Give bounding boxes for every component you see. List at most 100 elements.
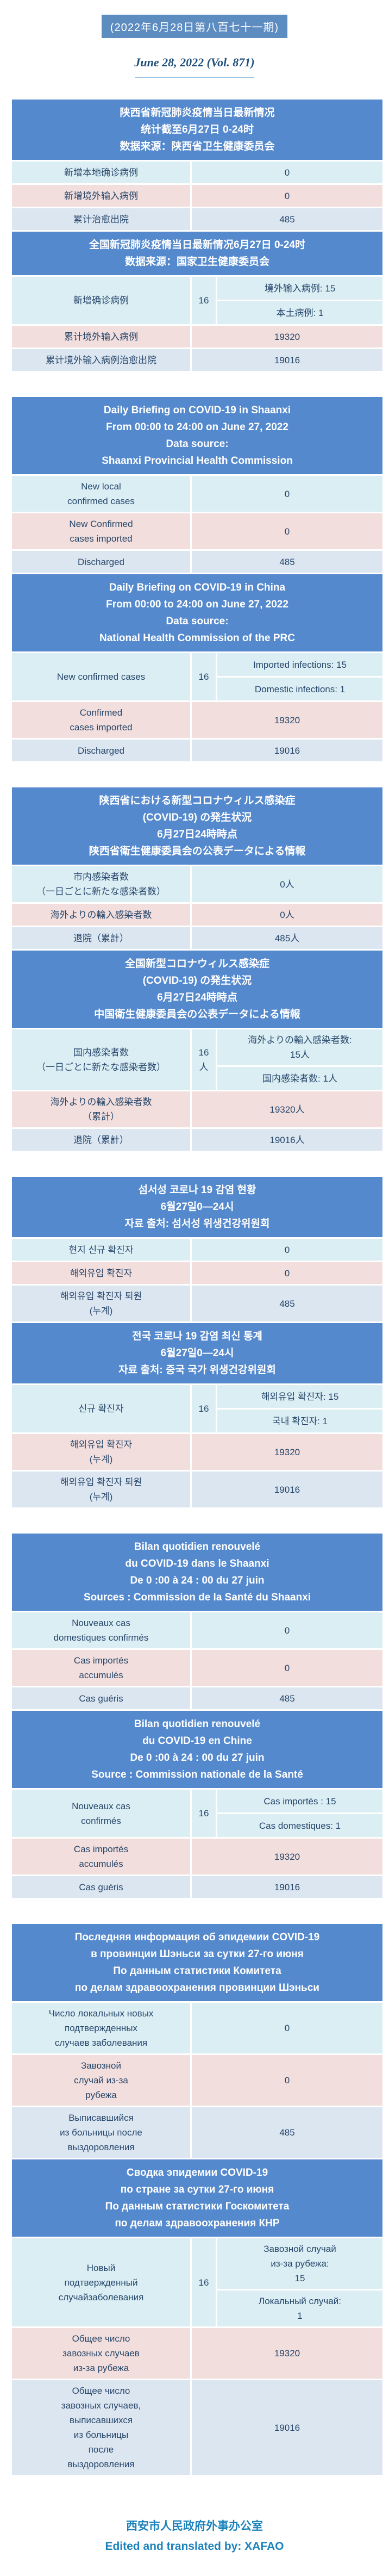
label-cell: Cas importés accumulés (12, 1839, 190, 1874)
total-cell: 16 (192, 277, 216, 324)
table-row: 新增确诊病例 16 境外输入病例: 15 本土病例: 1 (12, 277, 382, 324)
section-chinese: 陕西省新冠肺炎疫情当日最新情况 统计截至6月27日 0-24时数据来源：陕西省卫生… (12, 100, 382, 371)
table-header-line: по стране за сутки 27-го июня (120, 2184, 274, 2195)
value-cell: 485 (192, 208, 382, 230)
table-header-line: du COVID-19 en Chine (142, 1735, 252, 1747)
table-header-line: По данным статистики Комитета (113, 1965, 281, 1977)
table-header: Последняя информация об эпидемии COVID-1… (12, 1924, 382, 2001)
label-cell: Новый подтвержденный случайзаболевания (12, 2238, 190, 2326)
label-cell: New confirmed cases (12, 653, 190, 700)
label-cell: 市内感染者数 （一日ごとに新たな感染者数） (12, 866, 190, 902)
table-header-line: Sources : Commission de la Santé du Shaa… (83, 1592, 311, 1603)
table-row: Discharged 19016 (12, 740, 382, 761)
table-header: Bilan quotidien renouvelé du COVID-19 en … (12, 1711, 382, 1788)
value-cell: 19320 (192, 326, 382, 347)
value-cell: 0 (192, 185, 382, 207)
table-header-line: 전국 코로나 19 감염 최신 통계 (132, 1331, 262, 1342)
table-header-line: 陕西省新冠肺炎疫情当日最新情况 (120, 107, 275, 119)
table-row: Cas guéris 19016 (12, 1876, 382, 1898)
table-row: Confirmed cases imported 19320 (12, 702, 382, 738)
value-cell: 19016 (192, 1876, 382, 1898)
table-header-line: 数据来源：陕西省卫生健康委员会 (120, 141, 275, 152)
table-ru-national: Сводка эпидемии COVID-19 по стране за сут… (12, 2159, 382, 2475)
table-row: Выписавшийся из больницы после выздоровл… (12, 2107, 382, 2158)
label-cell: Общее число завозных случаев из-за рубеж… (12, 2328, 190, 2379)
table-header-line: Bilan quotidien renouvelé (134, 1541, 261, 1553)
label-cell: 新增境外输入病例 (12, 185, 190, 207)
value-cell: 485 (192, 551, 382, 573)
value-cell: 0 (192, 2003, 382, 2053)
value-cell: 485 (192, 1687, 382, 1709)
table-header-line: 陕西省衛生健康委員会の公表データによる情報 (89, 846, 306, 857)
sub-value-cell: 해외유입 확진자: 15 (217, 1385, 382, 1408)
label-cell: Discharged (12, 740, 190, 761)
table-header-line: Data source: (166, 616, 229, 627)
sub-value-cell: Локальный случай: 1 (217, 2291, 382, 2326)
table-header: Daily Briefing on COVID-19 in Shaanxi Fro… (12, 397, 382, 474)
label-cell: Cas guéris (12, 1876, 190, 1898)
table-row: 해외유입 확진자 (누계) 19320 (12, 1434, 382, 1470)
sub-value-cell: 国内感染者数: 1人 (217, 1067, 382, 1090)
footer-org: 西安市人民政府外事办公室 (126, 2520, 263, 2532)
table-fr-province: Bilan quotidien renouvelé du COVID-19 dan… (12, 1534, 382, 1709)
sub-value-cell: Cas importés : 15 (217, 1790, 382, 1812)
table-row: Новый подтвержденный случайзаболевания 16… (12, 2238, 382, 2326)
table-header-line: De 0 :00 à 24 : 00 du 27 juin (130, 1752, 265, 1764)
table-row: 新增本地确诊病例 0 (12, 162, 382, 183)
sub-column: 海外よりの輸入感染者数: 15人 国内感染者数: 1人 (217, 1029, 382, 1090)
table-row: Общее число завозных случаев из-за рубеж… (12, 2328, 382, 2379)
table-header-line: 6월27일0—24시 (160, 1201, 234, 1213)
label-cell: Завозной случай из-за рубежа (12, 2055, 190, 2106)
total-cell: 16 (192, 2238, 216, 2326)
table-header-line: по делам здравоохранения провинции Шэньс… (75, 1982, 319, 1994)
table-header-line: Shaanxi Provincial Health Commission (102, 455, 293, 467)
value-cell: 0 (192, 1612, 382, 1648)
issue-badge: (2022年6月28日第八百七十一期) (101, 15, 288, 38)
table-header-line: 섬서성 코로나 19 감염 현황 (138, 1184, 256, 1196)
table-header-line: По данным статистики Госкомитета (105, 2201, 290, 2212)
table-header: Сводка эпидемии COVID-19 по стране за сут… (12, 2159, 382, 2237)
value-cell: 0人 (192, 904, 382, 926)
table-row: Завозной случай из-за рубежа 0 (12, 2055, 382, 2106)
value-cell: 485人 (192, 927, 382, 949)
sub-value-cell: 境外输入病例: 15 (217, 277, 382, 300)
table-row: New confirmed cases 16 Imported infections… (12, 653, 382, 700)
section-french: Bilan quotidien renouvelé du COVID-19 dan… (12, 1534, 382, 1898)
table-row: 累计境外输入病例治愈出院 19016 (12, 349, 382, 371)
table-header-line: De 0 :00 à 24 : 00 du 27 juin (130, 1575, 265, 1586)
value-cell: 19320人 (192, 1091, 382, 1127)
table-row: 해외유입 확진자 퇴원 (누계) 485 (12, 1286, 382, 1321)
table-header-line: 자료 출처: 섬서성 위생건강위원회 (124, 1218, 270, 1230)
table-row: Cas importés accumulés 19320 (12, 1839, 382, 1874)
table-header-line: 6月27日24時時点 (157, 829, 237, 840)
section-japanese: 陕西省における新型コロナウィルス感染症 (COVID-19) の発生状況 6月27日… (12, 787, 382, 1151)
date-underline (135, 77, 254, 78)
sub-value-cell: 海外よりの輸入感染者数: 15人 (217, 1029, 382, 1065)
table-row: 退院（累計） 19016人 (12, 1129, 382, 1151)
label-cell: Cas importés accumulés (12, 1650, 190, 1686)
label-cell: 新增确诊病例 (12, 277, 190, 324)
table-header-line: по делам здравоохранения КНР (115, 2218, 280, 2229)
label-cell: 累计境外输入病例 (12, 326, 190, 347)
sub-value-cell: 국내 확진자: 1 (217, 1410, 382, 1432)
table-header-line: du COVID-19 dans le Shaanxi (125, 1558, 269, 1569)
table-row: Cas guéris 485 (12, 1687, 382, 1709)
value-cell: 0 (192, 162, 382, 183)
sub-value-cell: Domestic infections: 1 (217, 678, 382, 700)
table-header-line: Daily Briefing on COVID-19 in China (109, 582, 286, 593)
value-cell: 0 (192, 1239, 382, 1261)
table-row: Nouveaux cas domestiques confirmés 0 (12, 1612, 382, 1648)
table-header-line: (COVID-19) の発生状況 (142, 812, 252, 823)
label-cell: 海外よりの輸入感染者数 （累計） (12, 1091, 190, 1127)
table-header-line: Сводка эпидемии COVID-19 (126, 2167, 268, 2178)
table-header-line: 全国新冠肺炎疫情当日最新情况6月27日 0-24时 (89, 239, 305, 251)
value-cell: 0 (192, 2055, 382, 2106)
label-cell: Confirmed cases imported (12, 702, 190, 738)
total-cell: 16 (192, 653, 216, 700)
label-cell: 해외유입 확진자 퇴원 (누계) (12, 1472, 190, 1507)
label-cell: 退院（累計） (12, 927, 190, 949)
table-header-line: 统计截至6月27日 0-24时 (140, 124, 254, 135)
table-row: Cas importés accumulés 0 (12, 1650, 382, 1686)
table-ko-national: 전국 코로나 19 감염 최신 통계 6월27일0—24시 자료 출처: 중국 국가… (12, 1323, 382, 1507)
